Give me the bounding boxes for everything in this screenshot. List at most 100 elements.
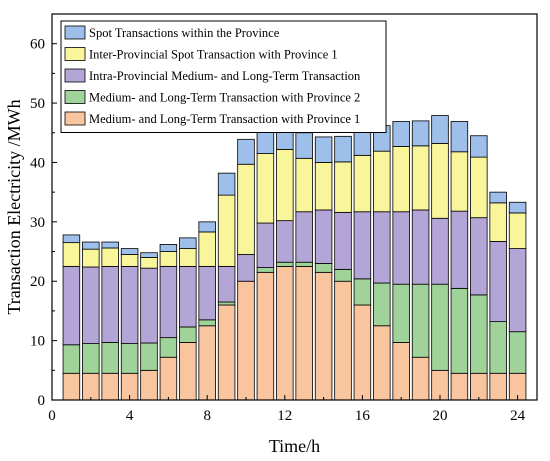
bar-segment	[276, 265, 294, 401]
bar-segment	[392, 121, 410, 147]
bar-segment	[450, 151, 469, 212]
bar-segment	[179, 341, 197, 401]
legend-swatch	[64, 111, 86, 126]
bar-segment	[431, 217, 449, 285]
bar-segment	[179, 248, 197, 267]
bar-segment	[159, 356, 178, 401]
bar-segment	[508, 212, 527, 249]
bar-segment	[489, 202, 507, 242]
bar-segment	[431, 143, 449, 219]
bar-segment	[159, 337, 178, 358]
bar-segment	[179, 265, 197, 328]
bar-segment	[392, 283, 410, 343]
y-tick-label: 20	[30, 274, 45, 290]
x-tick-label: 4	[126, 408, 134, 424]
bar-segment	[237, 254, 255, 282]
bar-segment	[237, 138, 255, 165]
bar-segment	[314, 271, 333, 401]
bar-segment	[334, 268, 352, 282]
bar-segment	[140, 252, 158, 258]
bar-segment	[256, 267, 275, 273]
legend-label: Medium- and Long-Term Transaction with P…	[89, 91, 360, 105]
bar-segment	[334, 135, 352, 163]
legend: Spot Transactions within the Province Int…	[60, 20, 387, 133]
bar-segment	[373, 282, 391, 327]
bar-segment	[256, 222, 275, 268]
bar-segment	[295, 261, 313, 267]
ticks-layer: 0 4 8 12 16 20 24 0 10 20 30 40 50 60	[30, 37, 526, 424]
legend-label: Spot Transactions within the Province	[89, 26, 280, 40]
y-tick-label: 60	[30, 37, 45, 53]
bar-segment	[450, 372, 469, 401]
bar-segment	[140, 369, 158, 401]
bar-segment	[489, 321, 507, 374]
x-tick-label: 24	[510, 408, 526, 424]
bar-segment	[295, 157, 313, 213]
bar-segment	[198, 221, 216, 233]
bar-segment	[353, 130, 372, 156]
bar-segment	[62, 265, 81, 346]
bar-segment	[101, 241, 119, 249]
bar-segment	[431, 283, 449, 371]
bars-layer	[62, 115, 527, 401]
bar-segment	[159, 244, 178, 252]
bar-segment	[450, 121, 469, 153]
legend-swatch	[64, 47, 86, 61]
bar-segment	[334, 161, 352, 213]
bar-segment	[62, 242, 81, 267]
bar-segment	[411, 145, 430, 211]
bar-segment	[295, 265, 313, 401]
bar-segment	[373, 211, 391, 284]
bar-segment	[101, 341, 119, 374]
bar-segment	[217, 265, 236, 303]
bar-segment	[314, 136, 333, 163]
bar-segment	[508, 201, 527, 214]
bar-segment	[198, 325, 216, 401]
legend-label: Inter-Provincial Spot Transaction with P…	[89, 48, 338, 62]
bar-segment	[198, 319, 216, 327]
legend-swatch	[64, 90, 86, 104]
bar-segment	[217, 304, 236, 401]
bar-segment	[82, 248, 100, 268]
bar-segment	[237, 280, 255, 401]
bar-segment	[489, 191, 507, 204]
legend-swatch	[64, 25, 86, 40]
bar-segment	[198, 265, 216, 321]
bar-segment	[392, 146, 410, 213]
bar-segment	[392, 211, 410, 285]
bar-segment	[101, 265, 119, 343]
bar-segment	[140, 257, 158, 269]
bar-segment	[314, 209, 333, 264]
bar-segment	[179, 326, 197, 343]
bar-segment	[237, 163, 255, 255]
y-tick-label: 30	[30, 215, 45, 231]
plot-frame	[51, 13, 538, 401]
bar-segment	[120, 248, 139, 255]
bar-segment	[470, 217, 488, 296]
bar-segment	[217, 194, 236, 267]
legend-label: Medium- and Long-Term Transaction with P…	[89, 112, 360, 126]
bar-segment	[411, 120, 430, 147]
bar-segment	[62, 234, 81, 244]
bar-segment	[508, 331, 527, 374]
bar-segment	[353, 278, 372, 306]
bar-segment	[470, 156, 488, 219]
y-tick-label: 50	[30, 96, 45, 112]
x-tick-label: 8	[203, 408, 211, 424]
bar-segment	[295, 211, 313, 263]
bar-segment	[295, 132, 313, 159]
y-tick-label: 0	[38, 393, 46, 409]
bar-segment	[353, 211, 372, 280]
bar-segment	[470, 294, 488, 374]
bar-segment	[411, 209, 430, 285]
bar-segment	[217, 172, 236, 196]
bar-segment	[334, 280, 352, 401]
bar-segment	[101, 247, 119, 267]
bar-segment	[314, 162, 333, 211]
bar-segment	[508, 248, 527, 333]
bar-segment	[120, 343, 139, 374]
bar-segment	[373, 150, 391, 213]
bar-segment	[334, 211, 352, 270]
bar-segment	[373, 325, 391, 401]
